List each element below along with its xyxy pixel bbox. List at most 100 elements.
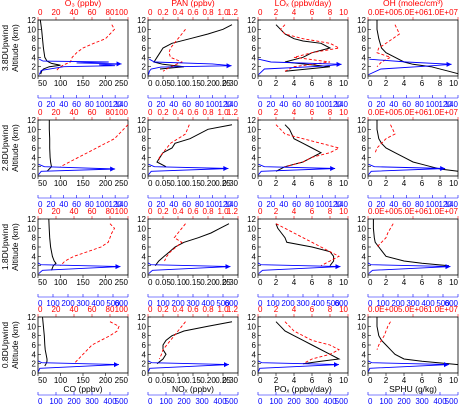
y-tick-label: 6	[142, 144, 147, 153]
retro-tick-label: 0	[38, 200, 43, 209]
top-tick-label: 40	[70, 207, 79, 216]
bottom-tick-label: 150	[76, 278, 90, 287]
top-tick-label: 20	[52, 207, 61, 216]
retro-tick-label: 200	[281, 299, 295, 308]
top-tick-label: 100	[115, 305, 129, 314]
retro-tick-label: 20	[46, 200, 55, 209]
retroplume-series	[38, 163, 116, 175]
top-tick-label: 0.2	[157, 8, 169, 17]
model-series	[376, 24, 401, 68]
retroplume-series	[148, 58, 232, 75]
retroplume-series	[147, 262, 231, 274]
top-tick-label: 0	[258, 305, 263, 314]
bottom-tick-label: 6	[310, 79, 315, 88]
y-tick-label: 4	[142, 350, 147, 359]
y-tick-label: 6	[252, 243, 257, 252]
retroplume-arrow	[334, 362, 339, 368]
top-tick-label: 6	[310, 207, 315, 216]
retro-tick-label: 80	[85, 100, 94, 109]
retro-tick-label: 120	[108, 100, 122, 109]
top-tick-label: 0.2	[157, 305, 169, 314]
model-series	[374, 124, 396, 153]
bottom-tick-label: 10	[449, 79, 458, 88]
retro-tick-label: 140	[225, 200, 239, 209]
y-tick-label: 12	[247, 16, 256, 25]
top-tick-label: 6	[310, 108, 315, 117]
profile-series	[275, 223, 335, 267]
top-tick-label: 0.6	[187, 207, 199, 216]
y-tick-label: 6	[142, 44, 147, 53]
retroplume-series	[258, 163, 336, 175]
top-tick-label: 100	[115, 207, 129, 216]
retro-tick-label: 120	[218, 200, 232, 209]
y-tick-label: 6	[362, 144, 367, 153]
y-tick-label: 2	[252, 63, 257, 72]
top-tick-label: 4	[292, 8, 297, 17]
top-tick-label: 0	[38, 8, 43, 17]
top-tick-label: 60	[88, 108, 97, 117]
retro-tick-label: 100	[376, 299, 390, 308]
y-tick-label: 8	[252, 135, 257, 144]
top-axis-title: OH (molec/cm³)	[383, 0, 443, 8]
top-tick-label: 60	[88, 8, 97, 17]
bottom-tick-label: 0	[148, 79, 153, 88]
y-tick-label: 10	[27, 224, 36, 233]
y-tick-label: 10	[137, 322, 146, 331]
model-series	[158, 124, 190, 162]
y-tick-label: 4	[142, 53, 147, 62]
y-tick-label: 2	[32, 360, 37, 369]
y-tick-label: 10	[247, 224, 256, 233]
y-tick-label: 8	[142, 35, 147, 44]
y-tick-label: 0	[32, 369, 37, 378]
retro-tick-label: 40	[169, 200, 178, 209]
bottom-tick-label: 0.05	[155, 179, 171, 188]
retroplume-series	[38, 58, 122, 75]
model-series	[275, 223, 340, 267]
y-tick-label: 12	[357, 215, 366, 224]
retro-tick-label: 500	[225, 397, 239, 404]
model-series	[60, 124, 129, 168]
model-series	[158, 321, 186, 360]
model-series	[376, 321, 391, 350]
top-tick-label: 1.0E+07	[428, 207, 459, 216]
y-tick-label: 6	[362, 341, 367, 350]
retroplume-series	[368, 163, 446, 175]
bottom-tick-label: 2	[274, 79, 279, 88]
top-axis-title: O₃ (ppbv)	[65, 0, 102, 8]
retro-tick-label: 0	[148, 100, 153, 109]
top-tick-label: 10	[339, 207, 348, 216]
top-tick-label: 1.2	[227, 207, 239, 216]
bottom-tick-label: 0.25	[215, 79, 231, 88]
retro-tick-label: 200	[61, 299, 75, 308]
bottom-tick-label: 6	[420, 179, 425, 188]
bottom-tick-label: 200	[99, 376, 113, 385]
retroplume-series	[257, 262, 341, 274]
top-tick-label: 100	[115, 8, 129, 17]
retroplume-series	[147, 360, 230, 372]
bottom-tick-label: 0.20	[200, 278, 216, 287]
top-tick-label: 2	[274, 108, 279, 117]
bottom-tick-label: 0.30	[222, 79, 238, 88]
y-tick-label: 12	[357, 16, 366, 25]
retro-tick-label: 400	[421, 299, 435, 308]
retro-tick-label: 40	[169, 100, 178, 109]
bottom-tick-label: 8	[438, 79, 443, 88]
y-tick-label: 10	[137, 125, 146, 134]
y-tick-label: 0	[142, 271, 147, 280]
retro-tick-label: 140	[445, 200, 459, 209]
bottom-tick-label: 2	[384, 179, 389, 188]
top-tick-label: 20	[52, 8, 61, 17]
y-tick-label: 0	[252, 369, 257, 378]
retro-tick-label: 600	[225, 299, 239, 308]
top-tick-label: 0.2	[157, 108, 169, 117]
profile-series	[156, 124, 233, 168]
y-tick-label: 8	[362, 35, 367, 44]
bottom-tick-label: 200	[99, 179, 113, 188]
retro-tick-label: 500	[216, 299, 230, 308]
y-tick-label: 2	[252, 262, 257, 271]
profile-series	[46, 120, 53, 172]
bottom-tick-label: 0	[368, 79, 373, 88]
retro-tick-label: 100	[426, 100, 440, 109]
retro-tick-label: 140	[335, 100, 349, 109]
